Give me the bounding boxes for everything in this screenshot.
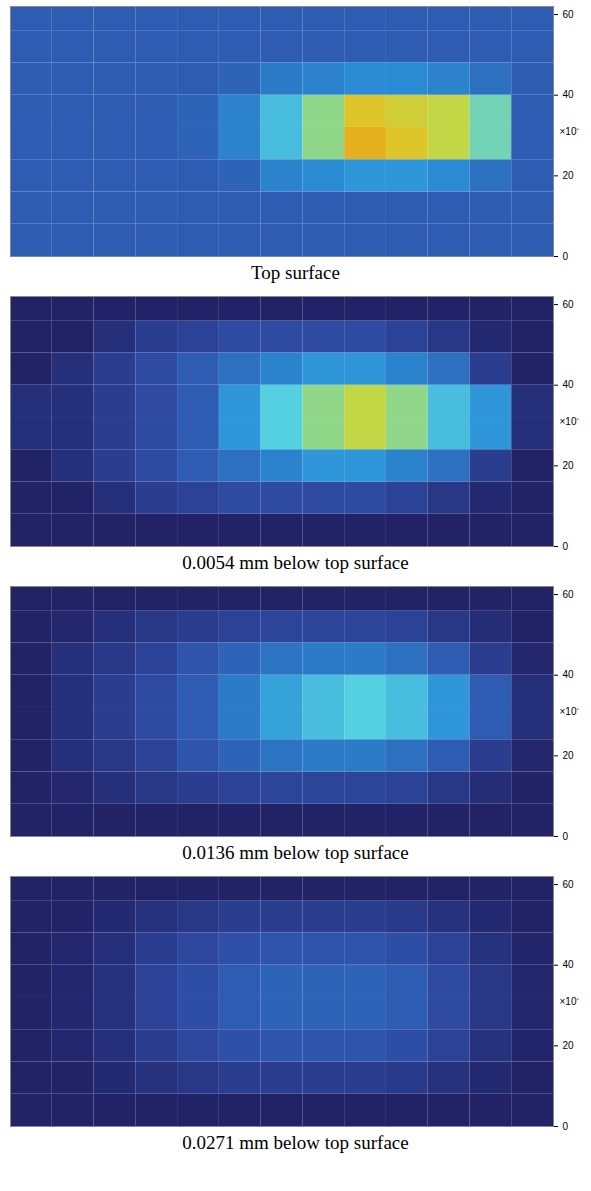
html-text:Top surface: Top surface bbox=[251, 262, 340, 283]
svg-text:×10⁻: ×10⁻ bbox=[560, 706, 581, 717]
svg-text:0: 0 bbox=[563, 1121, 569, 1132]
svg-text:0: 0 bbox=[563, 541, 569, 552]
svg-text:40: 40 bbox=[563, 89, 575, 100]
svg-text:0: 0 bbox=[563, 251, 569, 262]
svg-text:20: 20 bbox=[563, 1040, 575, 1051]
svg-text:×10⁻: ×10⁻ bbox=[560, 126, 581, 137]
html-text:0.0136 mm below top surface: 0.0136 mm below top surface bbox=[182, 842, 409, 863]
svg-text:20: 20 bbox=[563, 460, 575, 471]
svg-text:20: 20 bbox=[563, 750, 575, 761]
svg-text:40: 40 bbox=[563, 379, 575, 390]
html-text:0.0054 mm below top surface: 0.0054 mm below top surface bbox=[182, 552, 409, 573]
svg-text:60: 60 bbox=[563, 879, 575, 890]
svg-text:40: 40 bbox=[563, 669, 575, 680]
html-text:0.0271 mm below top surface: 0.0271 mm below top surface bbox=[182, 1132, 409, 1153]
svg-text:0: 0 bbox=[563, 831, 569, 842]
svg-text:60: 60 bbox=[563, 299, 575, 310]
svg-text:60: 60 bbox=[563, 589, 575, 600]
svg-text:60: 60 bbox=[563, 9, 575, 20]
svg-text:20: 20 bbox=[563, 170, 575, 181]
svg-text:40: 40 bbox=[563, 959, 575, 970]
svg-text:×10⁻: ×10⁻ bbox=[560, 996, 581, 1007]
svg-text:×10⁻: ×10⁻ bbox=[560, 416, 581, 427]
